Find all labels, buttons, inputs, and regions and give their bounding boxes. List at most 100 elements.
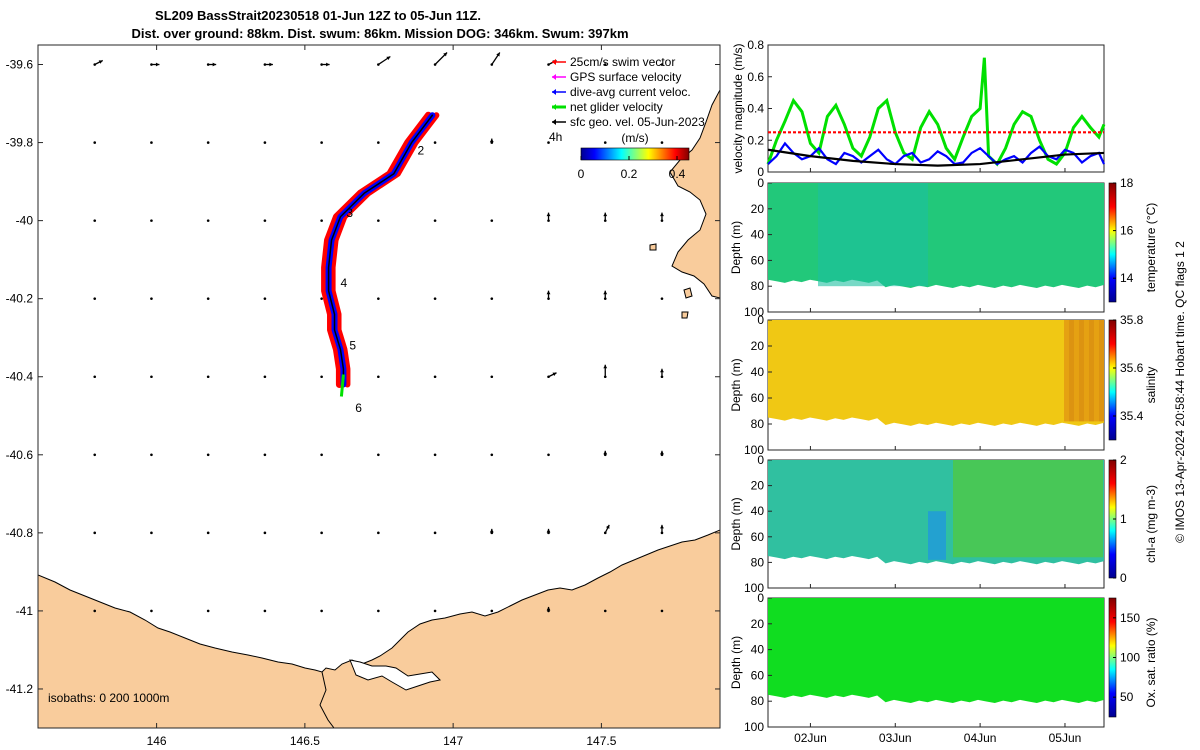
legend-arrowhead: [552, 89, 556, 95]
chl-green-band: [953, 460, 1103, 558]
heatmap-colorbar-label: 35.4: [1120, 409, 1144, 423]
geo-vector-dot: [433, 219, 437, 222]
legend-label: net glider velocity: [570, 100, 663, 114]
geo-vector-head: [546, 606, 551, 611]
geo-vector-dot: [377, 531, 380, 535]
colorbar-tick-label: 0.2: [621, 167, 638, 181]
heatmap-colorbar-label: 18: [1120, 176, 1134, 190]
figure-title-line2: Dist. over ground: 88km. Dist. swum: 86k…: [131, 26, 628, 41]
geo-vector-head: [660, 450, 664, 455]
time-tick-label: 03Jun: [879, 731, 912, 745]
geo-vector-dot: [263, 141, 267, 144]
geo-vector-head: [660, 368, 664, 373]
heatmap-colorbar-label: 14: [1120, 271, 1134, 285]
geo-vector-dot: [490, 297, 494, 300]
heatmap-colorbar-label: 1: [1120, 512, 1127, 526]
velocity-series-geo: [767, 148, 1105, 167]
heatmap-ytick-label: 60: [751, 530, 765, 544]
geo-vector-dot: [433, 141, 437, 144]
geo-vector-dot: [377, 219, 380, 222]
lat-tick-label: -41.2: [6, 682, 34, 696]
day-marker-label: 6: [355, 401, 362, 415]
lat-tick-label: -40.8: [6, 526, 34, 540]
chl-blue-patch: [928, 511, 946, 560]
geo-vector-dot: [263, 297, 267, 300]
credit-text: © IMOS 13-Apr-2024 20:58:44 Hobart time.…: [1173, 241, 1187, 543]
heatmap-colorbar-label: 100: [1120, 651, 1140, 665]
salinity-panel: 0 20 40 60 80 100 Depth (m) 35.4 35.6 35.8 salinit…: [729, 313, 1158, 457]
small-island-3: [649, 243, 657, 251]
geo-vector-dot: [660, 609, 664, 613]
geo-vector-dot: [547, 141, 550, 144]
heatmap-ytick-label: 40: [751, 643, 765, 657]
geo-vector-dot: [93, 297, 97, 300]
geo-vector-dot: [490, 453, 494, 457]
geo-vector-dot: [377, 141, 380, 144]
lat-tick-label: -41: [16, 604, 34, 618]
heatmap-ytick-label: 0: [757, 591, 764, 605]
day-marker-label: 5: [349, 339, 356, 353]
heatmap-colorbar-label: 35.6: [1120, 361, 1144, 375]
heatmap-ytick-label: 20: [751, 339, 765, 353]
geo-vector-dot: [320, 219, 323, 222]
geo-vector-dot: [150, 219, 153, 222]
geo-vector-head: [552, 372, 557, 377]
salinity-high-band: [1099, 320, 1104, 422]
geo-vector-dot: [206, 375, 210, 379]
heatmap-ylabel: Depth (m): [729, 636, 743, 689]
small-island-2: [681, 311, 689, 319]
heatmap-colorbar: [1108, 319, 1117, 441]
colorbar-tick-label: 0.4: [669, 167, 686, 181]
day-marker-label: 4: [340, 276, 347, 290]
geo-vector-dot: [320, 453, 323, 457]
heatmap-ytick-label: 80: [751, 417, 765, 431]
geo-vector-dot: [93, 453, 97, 457]
geo-vector-head: [489, 528, 494, 533]
lon-tick-label: 146: [147, 734, 167, 748]
heatmap-ytick-label: 80: [751, 694, 765, 708]
oxygen-panel: 0 20 40 60 80 100 Depth (m) 50 100 150 Ox. sat. ra…: [729, 591, 1158, 734]
heatmap-colorbar-label: 16: [1120, 224, 1134, 238]
temperature-panel: 0 20 40 60 80 100 Depth (m) 14 16 18 temperature (…: [729, 176, 1158, 319]
heatmap-ytick-label: 20: [751, 479, 765, 493]
legend-label: GPS surface velocity: [570, 70, 681, 84]
geo-vector-dot: [320, 609, 323, 613]
geo-vector-dot: [320, 141, 323, 144]
geo-vector-dot: [603, 63, 607, 66]
geo-vector-dot: [660, 63, 664, 66]
geo-vector-dot: [206, 531, 210, 535]
geo-vector-head: [603, 212, 608, 217]
velocity-ytick-label: 0: [757, 165, 764, 179]
geo-vector-head: [98, 60, 103, 64]
legend-arrowhead: [552, 74, 556, 80]
geo-vector-dot: [433, 375, 437, 379]
heatmap-ytick-label: 20: [751, 202, 765, 216]
salinity-high-band: [1064, 320, 1069, 422]
geo-vector-head: [603, 364, 608, 369]
geo-vector-dot: [433, 609, 437, 613]
heatmap-ytick-label: 100: [744, 720, 764, 734]
heatmap-colorbar-label: 35.8: [1120, 313, 1144, 327]
geo-vector-head: [660, 524, 664, 529]
day-marker-label: 2: [418, 143, 425, 157]
lat-tick-label: -40.4: [6, 370, 34, 384]
geo-vector-dot: [660, 141, 664, 144]
heatmap-colorbar-label: 2: [1120, 453, 1127, 467]
salinity-high-band: [1074, 320, 1079, 422]
geo-vector-dot: [490, 375, 494, 379]
velocity-ytick-label: 0.6: [747, 70, 764, 84]
geo-vector-dot: [603, 141, 607, 144]
geo-vector-dot: [263, 219, 267, 222]
heatmap-ytick-label: 100: [744, 443, 764, 457]
geo-vector-dot: [206, 297, 210, 300]
heatmap-ytick-label: 40: [751, 504, 765, 518]
geo-vector-head: [386, 56, 391, 61]
geo-vector-dot: [263, 609, 267, 613]
geo-vector-dot: [150, 375, 153, 379]
geo-vector-dot: [320, 531, 323, 535]
temperature-cool-band: [818, 183, 928, 287]
speed-colorbar: 4h (m/s) 0 0.2 0.4: [549, 130, 690, 181]
geo-vector-head: [603, 290, 608, 295]
